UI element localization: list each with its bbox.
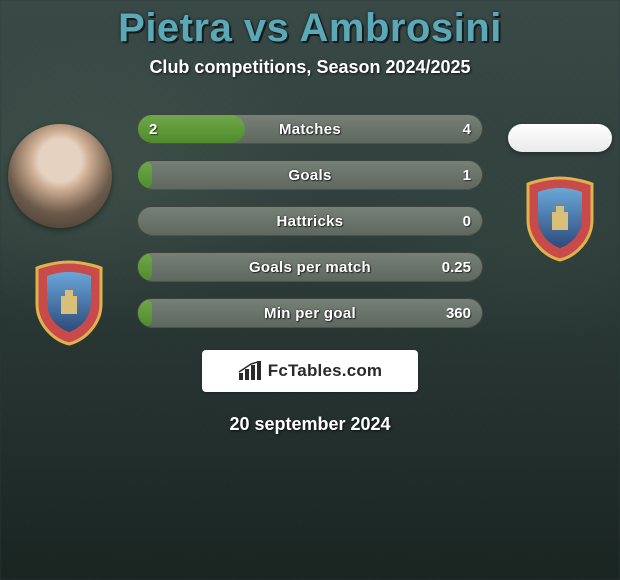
bar-label: Hattricks [137, 206, 483, 236]
brand-text: FcTables.com [268, 361, 383, 381]
bar-row: 360Min per goal [137, 298, 483, 328]
content: Pietra vs Ambrosini Club competitions, S… [0, 0, 620, 435]
shield-icon [522, 176, 598, 262]
bar-row: 24Matches [137, 114, 483, 144]
player-left-avatar [8, 124, 112, 228]
page-title: Pietra vs Ambrosini [0, 0, 620, 51]
subtitle: Club competitions, Season 2024/2025 [0, 57, 620, 78]
bar-label: Matches [137, 114, 483, 144]
date-text: 20 september 2024 [0, 414, 620, 435]
club-badge-right [508, 168, 612, 272]
bar-row: 0Hattricks [137, 206, 483, 236]
bar-label: Goals [137, 160, 483, 190]
bar-label: Goals per match [137, 252, 483, 282]
bar-label: Min per goal [137, 298, 483, 328]
brand-box[interactable]: FcTables.com [202, 350, 418, 392]
bar-chart-icon [238, 361, 262, 381]
comparison-bars: 24Matches 1Goals 0Hattricks 0.25Goals per m… [137, 114, 483, 328]
player-right-avatar [508, 124, 612, 152]
club-badge-left [18, 252, 120, 354]
bar-row: 0.25Goals per match [137, 252, 483, 282]
bar-row: 1Goals [137, 160, 483, 190]
shield-icon [31, 260, 107, 346]
